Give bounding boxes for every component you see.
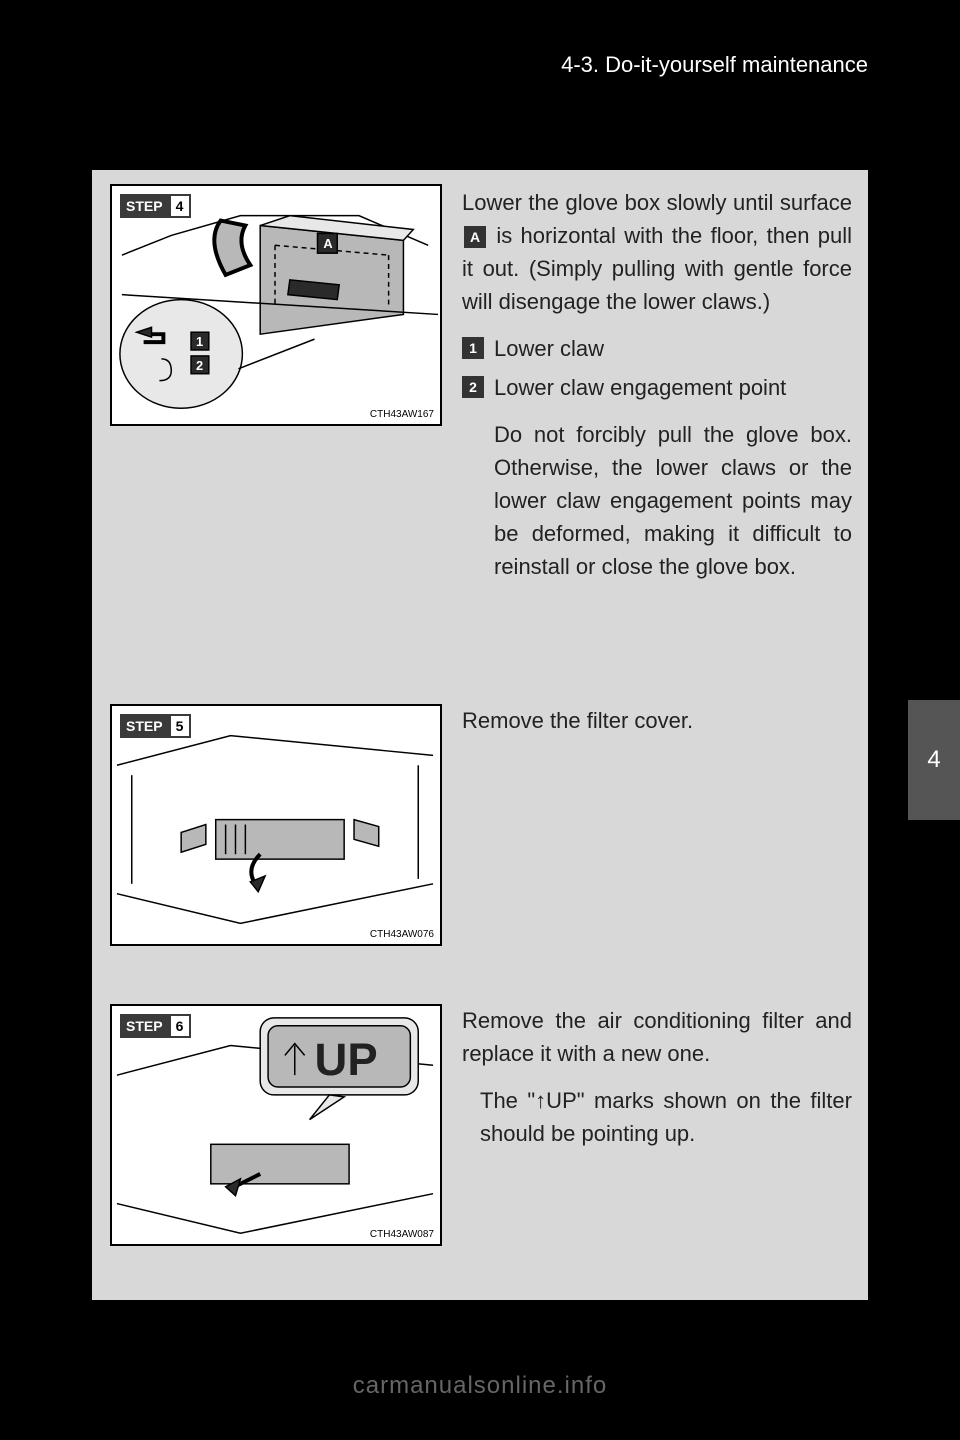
svg-text:UP: UP	[315, 1034, 378, 1085]
step-4-text: Lower the glove box slowly until surface…	[462, 186, 852, 583]
footer-watermark: carmanualsonline.info	[0, 1372, 960, 1400]
image-code: CTH43AW076	[370, 929, 434, 940]
marker-a-icon: A	[464, 226, 486, 248]
callout-list: 1 Lower claw 2 Lower claw engagement poi…	[462, 332, 852, 404]
illustration-step5: STEP 5 CTH43AW076	[110, 704, 442, 946]
section-header: 4-3. Do-it-yourself maintenance	[561, 52, 868, 78]
step-badge-num: 5	[169, 714, 191, 738]
step-5-text: Remove the filter cover.	[462, 704, 852, 737]
marker-2-icon: 2	[462, 376, 484, 398]
step-6-figure: STEP 6 UP CTH43AW087	[110, 1004, 442, 1246]
step-badge-text: STEP	[120, 194, 169, 218]
text-fragment: Lower the glove box slowly until surface	[462, 190, 852, 215]
step6-instruction: Remove the air conditioning filter and r…	[462, 1004, 852, 1070]
list-item-label: Lower claw engagement point	[494, 371, 852, 404]
step-badge-num: 4	[169, 194, 191, 218]
step-badge: STEP 5	[120, 714, 191, 738]
step-4-figure: STEP 4 A 1	[110, 184, 442, 426]
filter-replace-diagram: UP	[112, 1006, 440, 1245]
list-item: 2 Lower claw engagement point	[462, 371, 852, 404]
text-fragment: is horizontal with the floor, then pull …	[462, 223, 852, 314]
svg-text:A: A	[323, 236, 332, 251]
list-item-label: Lower claw	[494, 332, 604, 365]
filter-cover-diagram	[112, 706, 440, 945]
step4-note: Do not forcibly pull the glove box. Othe…	[462, 418, 852, 583]
step-badge-num: 6	[169, 1014, 191, 1038]
marker-1-icon: 1	[462, 337, 484, 359]
step-badge: STEP 6	[120, 1014, 191, 1038]
illustration-step4: STEP 4 A 1	[110, 184, 442, 426]
image-code: CTH43AW087	[370, 1229, 434, 1240]
step5-instruction: Remove the filter cover.	[462, 704, 852, 737]
svg-text:2: 2	[196, 358, 203, 373]
chapter-tab: 4	[908, 700, 960, 820]
step-5-figure: STEP 5 CTH43AW076	[110, 704, 442, 946]
list-item: 1 Lower claw	[462, 332, 852, 365]
content-panel: STEP 4 A 1	[92, 170, 868, 1300]
step4-instruction: Lower the glove box slowly until surface…	[462, 186, 852, 318]
illustration-step6: STEP 6 UP CTH43AW087	[110, 1004, 442, 1246]
step-badge-text: STEP	[120, 1014, 169, 1038]
step-badge: STEP 4	[120, 194, 191, 218]
image-code: CTH43AW167	[370, 409, 434, 420]
step6-note: The "↑UP" marks shown on the filter shou…	[462, 1084, 852, 1150]
step-6-text: Remove the air conditioning filter and r…	[462, 1004, 852, 1150]
svg-text:1: 1	[196, 334, 203, 349]
glove-box-diagram: A 1 2	[112, 186, 440, 425]
step-badge-text: STEP	[120, 714, 169, 738]
